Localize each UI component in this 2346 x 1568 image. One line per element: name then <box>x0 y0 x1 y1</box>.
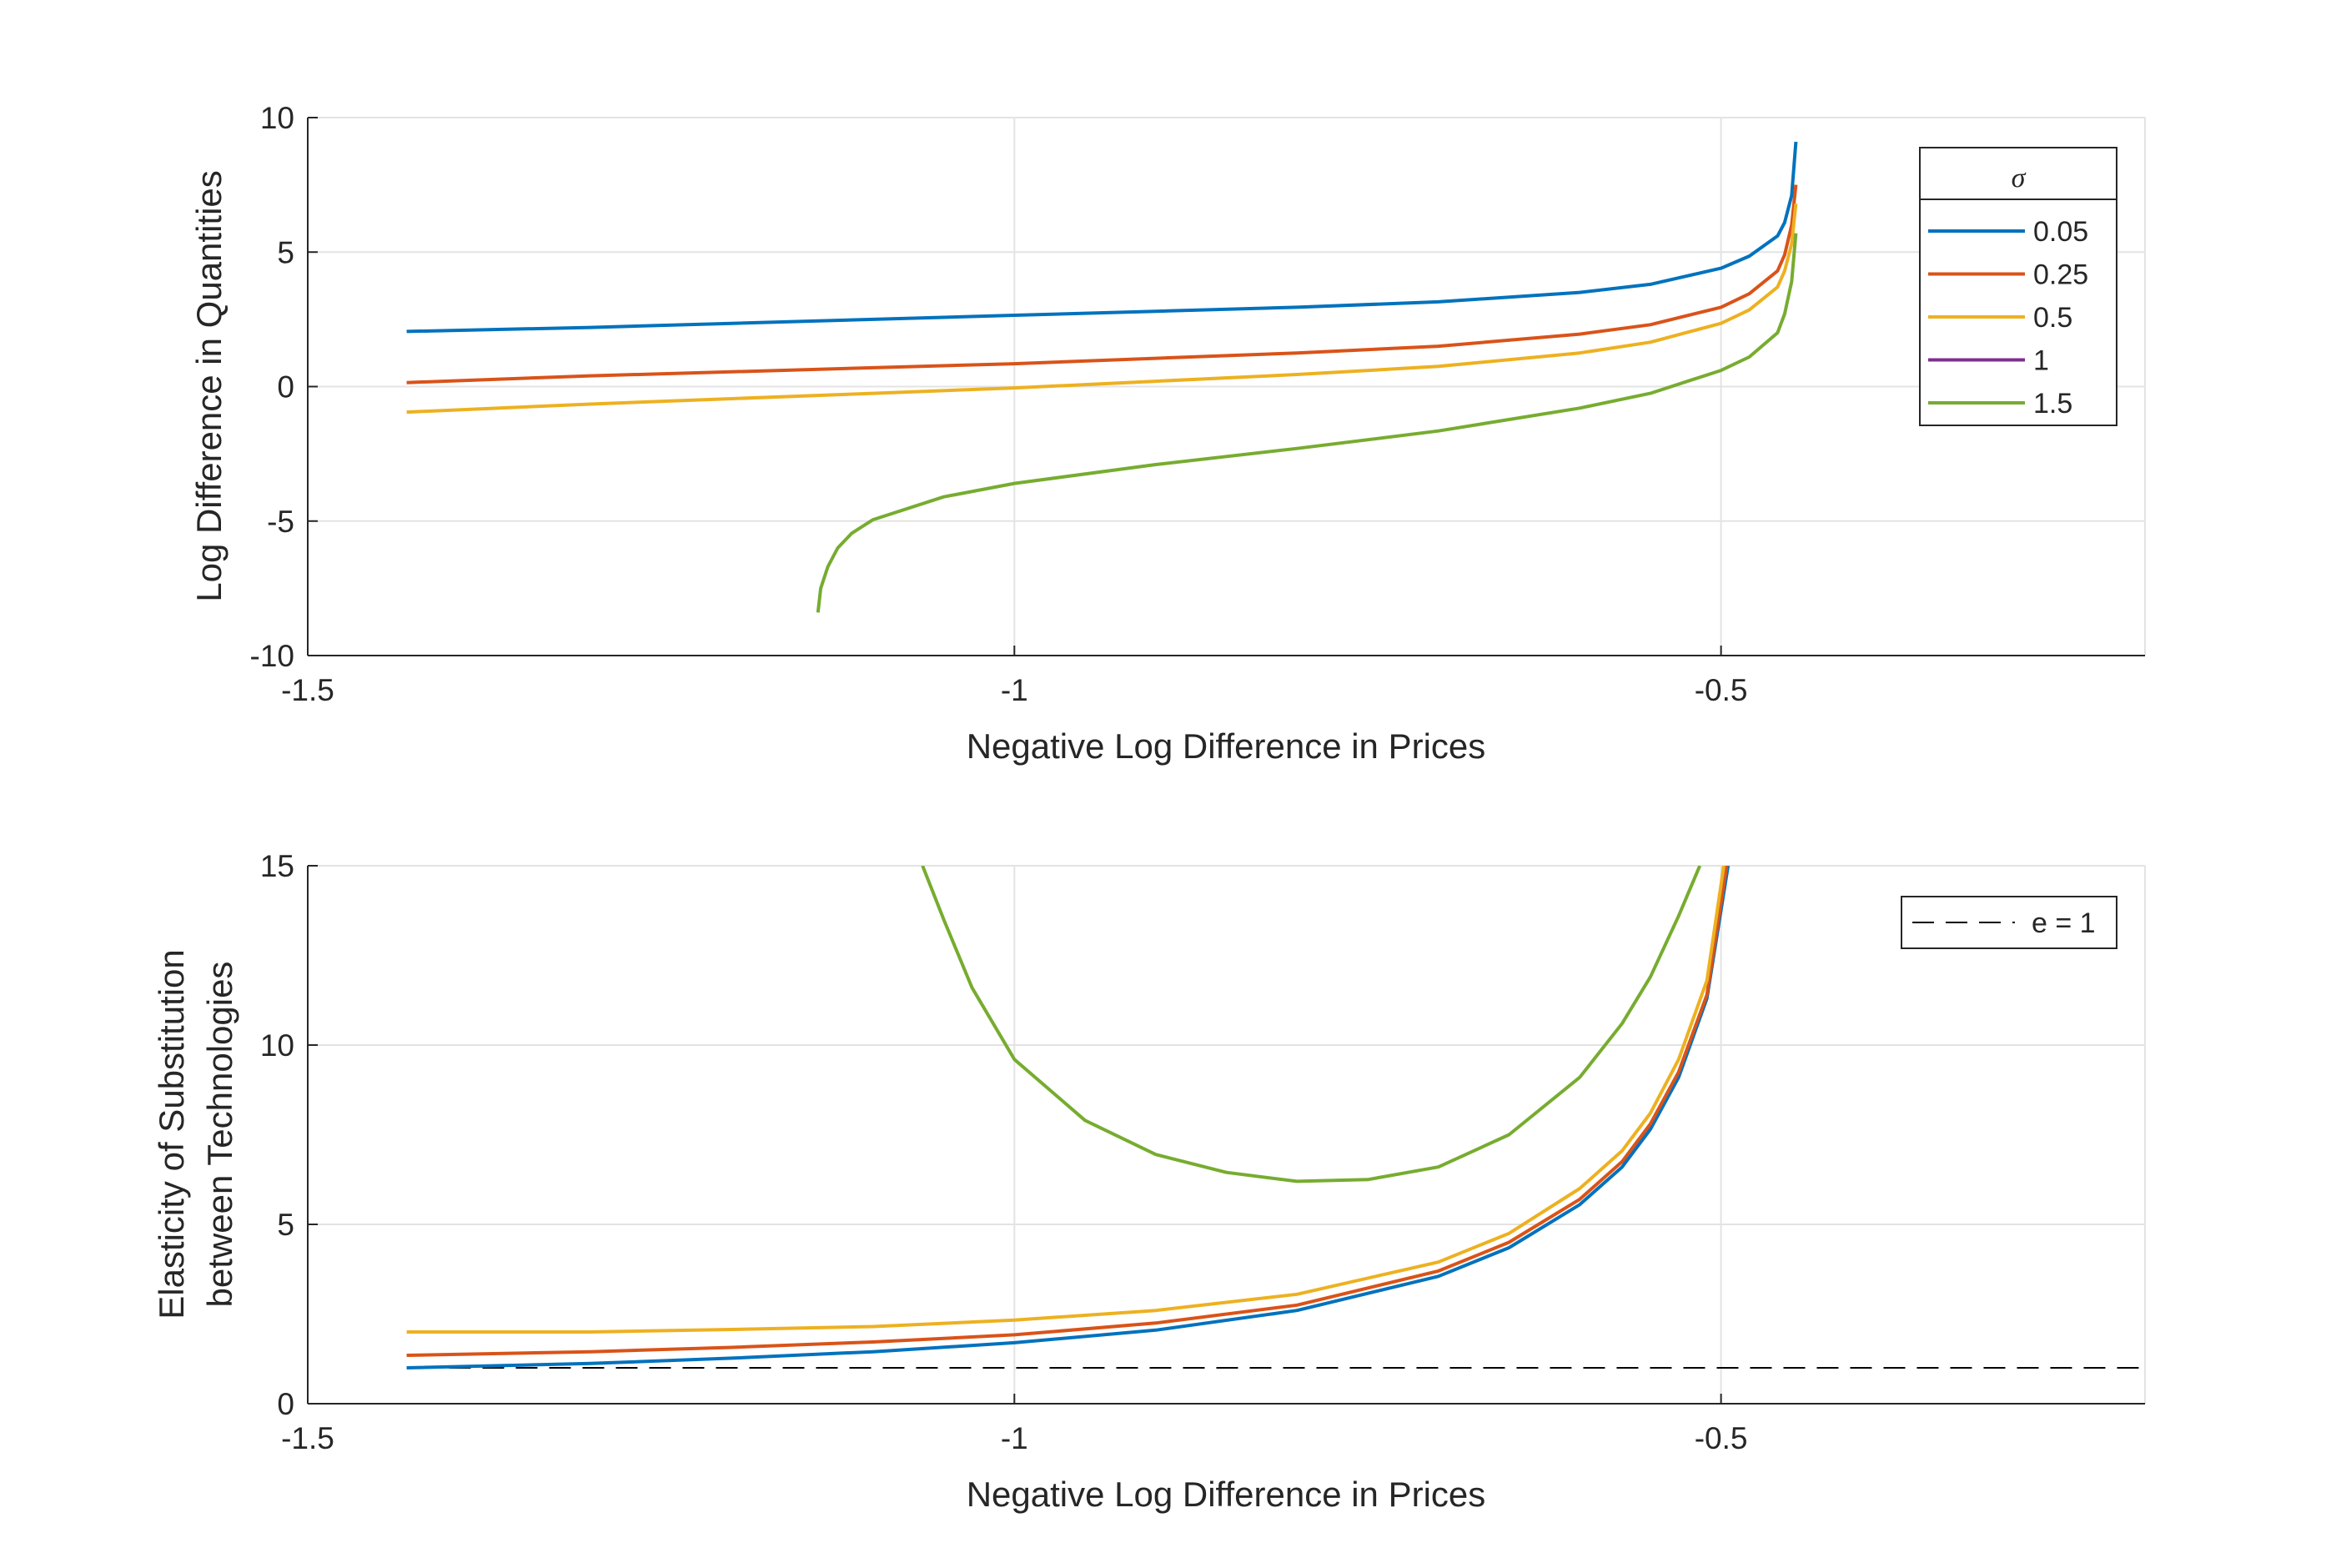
y-tick-label: 0 <box>277 370 294 405</box>
top-x-ticks: -1.5 -1 -0.5 <box>281 646 1747 707</box>
top-legend-items: 0.05 0.25 0.5 1 1.5 <box>1928 216 2088 420</box>
bottom-y-axis-label-line-1: Elasticity of Substitution <box>152 949 191 1319</box>
bottom-x-axis-label: Negative Log Difference in Prices <box>967 1475 1486 1514</box>
y-tick-label: -10 <box>250 639 294 673</box>
top-data-lines <box>406 141 1798 613</box>
legend-label-sigma-0.5: 0.5 <box>2033 302 2072 334</box>
bottom-legend-label: e = 1 <box>2032 907 2096 939</box>
top-legend-title: σ <box>2012 163 2027 193</box>
bottom-data-lines <box>406 866 2145 1369</box>
x-tick-label: -1 <box>1001 673 1028 707</box>
top-legend: σ 0.05 0.25 0.5 1 1.5 <box>1919 147 2117 426</box>
y-tick-label: 15 <box>260 849 294 883</box>
bottom-plot-background <box>308 866 2145 1404</box>
legend-label-sigma-0.05: 0.05 <box>2033 216 2088 248</box>
legend-label-sigma-0.25: 0.25 <box>2033 259 2088 291</box>
bottom-legend: e = 1 <box>1901 896 2117 949</box>
top-x-axis-label: Negative Log Difference in Prices <box>967 726 1486 766</box>
bottom-y-axis-label-line-2: between Technologies <box>200 962 239 1308</box>
series-line-sigma-1.5 <box>921 866 1702 1184</box>
bottom-y-axis-label: Elasticity of Substitution between Techn… <box>152 949 239 1319</box>
x-tick-label: -1.5 <box>281 1421 334 1455</box>
top-y-ticks: -10 -5 0 5 10 <box>250 101 318 673</box>
y-tick-label: 5 <box>277 1208 294 1242</box>
bottom-x-ticks: -1.5 -1 -0.5 <box>281 1394 1747 1455</box>
x-tick-label: -0.5 <box>1695 673 1748 707</box>
x-tick-label: -0.5 <box>1695 1421 1748 1455</box>
y-tick-label: 10 <box>260 101 294 135</box>
top-y-axis-label: Log Difference in Quantities <box>189 170 229 602</box>
bottom-legend-box <box>1901 896 2117 949</box>
top-panel: -1.5 -1 -0.5 -10 -5 0 5 10 Negative Log Differ… <box>189 101 2146 766</box>
y-tick-label: 10 <box>260 1028 294 1063</box>
series-line-sigma-0.25 <box>406 866 1729 1357</box>
series-line-sigma-1.5 <box>816 233 1798 613</box>
y-tick-label: 5 <box>277 235 294 269</box>
x-tick-label: -1.5 <box>281 673 334 707</box>
series-line-sigma-0.05 <box>406 866 1731 1369</box>
x-tick-label: -1 <box>1001 1421 1028 1455</box>
bottom-grid <box>308 865 2146 1404</box>
bottom-panel: -1.5 -1 -0.5 0 5 10 15 Negative Log Differenc… <box>152 849 2146 1514</box>
series-line-sigma-0.05 <box>406 141 1798 334</box>
bottom-y-ticks: 0 5 10 15 <box>260 849 318 1421</box>
y-tick-label: 0 <box>277 1387 294 1421</box>
y-tick-label: -5 <box>267 505 294 539</box>
series-line-sigma-0.5 <box>406 203 1798 415</box>
top-grid <box>308 117 2146 656</box>
series-line-sigma-0.5 <box>406 866 1726 1334</box>
series-line-sigma-0.25 <box>406 184 1798 384</box>
legend-label-sigma-1.5: 1.5 <box>2033 388 2072 420</box>
top-legend-box <box>1919 147 2117 426</box>
legend-label-sigma-1: 1 <box>2033 345 2049 377</box>
